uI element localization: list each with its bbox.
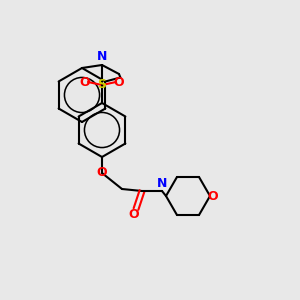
Text: N: N bbox=[97, 50, 107, 63]
Text: S: S bbox=[98, 79, 106, 92]
Text: O: O bbox=[114, 76, 124, 88]
Text: O: O bbox=[129, 208, 139, 220]
Text: O: O bbox=[97, 167, 107, 179]
Text: O: O bbox=[80, 76, 90, 88]
Text: N: N bbox=[157, 177, 167, 190]
Text: O: O bbox=[208, 190, 218, 202]
